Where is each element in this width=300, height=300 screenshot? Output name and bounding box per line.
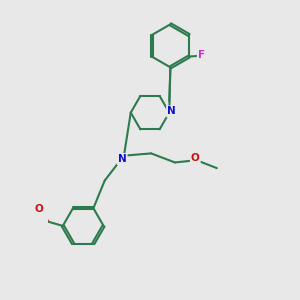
Text: F: F [198, 50, 205, 60]
Text: O: O [34, 204, 43, 214]
Text: N: N [118, 154, 127, 164]
Text: O: O [191, 153, 200, 163]
Text: N: N [167, 106, 176, 116]
